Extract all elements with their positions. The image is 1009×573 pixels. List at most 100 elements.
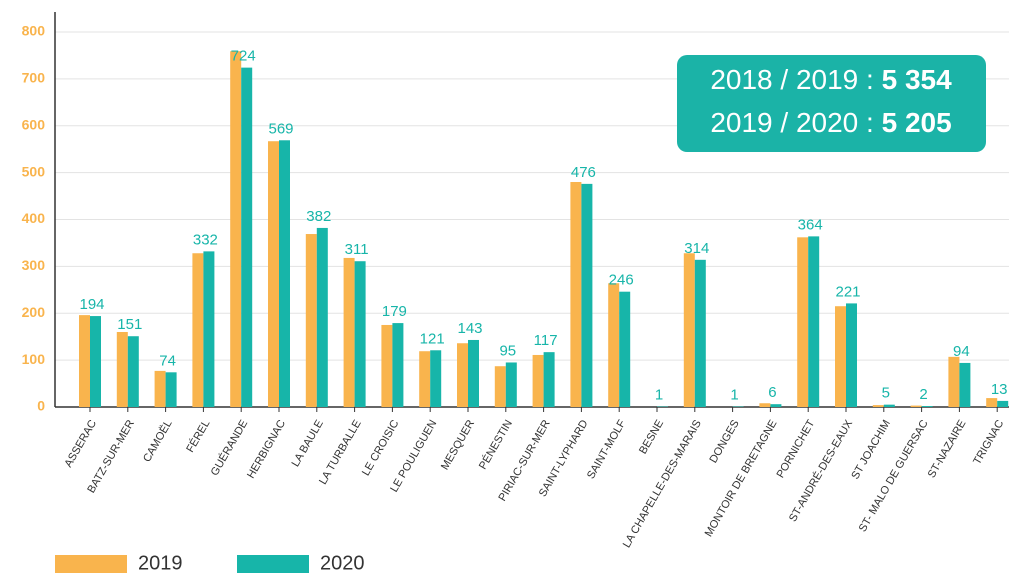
value-label: 194 <box>79 296 104 313</box>
x-tick-label: GUÉRANDE <box>208 417 250 477</box>
annotation-box <box>677 55 986 152</box>
x-tick-label: BESNE <box>637 418 666 456</box>
bar <box>230 51 242 407</box>
y-tick-label: 500 <box>22 163 46 179</box>
bar <box>581 183 593 407</box>
bar <box>192 253 204 407</box>
bar <box>268 141 279 407</box>
annotation: 2019 / 2020 : 5 205 <box>710 107 951 138</box>
value-label: 74 <box>159 352 176 369</box>
y-tick-label: 100 <box>22 351 46 367</box>
bar <box>279 140 290 407</box>
bar <box>608 283 620 407</box>
x-tick-label: FÉREL <box>184 417 213 454</box>
bar <box>797 237 809 407</box>
bar <box>457 343 468 407</box>
value-label: 121 <box>420 330 445 347</box>
x-tick-label: LA BAULE <box>290 418 326 469</box>
x-tick-label: SAINT-MOLF <box>585 418 629 481</box>
value-label: 724 <box>231 48 256 65</box>
value-label: 476 <box>571 164 596 181</box>
bar <box>79 315 90 407</box>
annotation-value: 5 205 <box>882 107 952 138</box>
bar <box>468 339 479 407</box>
bar <box>883 404 895 407</box>
value-label: 5 <box>882 385 890 402</box>
x-tick-label: LA TURBALLE <box>317 418 364 487</box>
x-tick-label: CAMOËL <box>141 418 175 464</box>
x-tick-label: MESQUER <box>439 418 477 472</box>
bar <box>381 324 393 407</box>
bar <box>165 372 177 407</box>
bar <box>532 354 544 407</box>
bar <box>430 350 442 407</box>
legend-label: 2019 <box>138 552 183 573</box>
bar <box>910 405 922 407</box>
value-label: 382 <box>306 208 331 225</box>
x-tick-label: MONTOIR DE BRETAGNE <box>703 418 780 539</box>
value-label: 569 <box>268 120 293 137</box>
bar <box>770 404 782 407</box>
value-label: 314 <box>684 240 709 257</box>
y-tick-label: 300 <box>22 257 46 273</box>
bar <box>90 316 101 407</box>
x-tick-label: PORNICHET <box>775 418 818 480</box>
bar <box>505 362 517 407</box>
value-label: 311 <box>345 241 369 258</box>
value-label: 1 <box>730 387 738 404</box>
x-tick-label: ST-ANDRÉ-DES-EAUX <box>786 417 855 524</box>
value-label: 179 <box>382 303 407 320</box>
bar <box>154 370 166 407</box>
bar <box>921 406 933 407</box>
bar <box>948 356 960 407</box>
value-label: 2 <box>919 386 927 403</box>
bar <box>872 405 884 407</box>
bar <box>241 67 253 407</box>
y-tick-label: 200 <box>22 304 46 320</box>
value-label: 94 <box>953 343 970 360</box>
value-label: 151 <box>117 316 142 333</box>
bar <box>835 306 846 407</box>
bar <box>392 323 404 407</box>
bar <box>683 253 695 407</box>
x-tick-label: ST- MALO DE GUERSAC <box>857 418 931 534</box>
bar <box>846 303 857 407</box>
x-tick-label: ST-NAZAIRE <box>926 418 969 480</box>
bar <box>808 236 820 407</box>
annotation: 2018 / 2019 : 5 354 <box>710 64 952 95</box>
value-label: 246 <box>609 272 634 289</box>
value-label: 117 <box>534 332 558 349</box>
bar <box>203 251 215 407</box>
value-label: 332 <box>193 231 218 248</box>
y-tick-label: 800 <box>22 23 46 39</box>
bar <box>316 227 328 407</box>
bar <box>305 234 317 407</box>
bar <box>759 403 771 407</box>
value-label: 13 <box>991 381 1008 398</box>
value-label: 364 <box>798 216 823 233</box>
legend-swatch <box>237 555 309 573</box>
value-label: 221 <box>835 283 860 300</box>
annotation-text: 2019 / 2020 : <box>710 107 873 138</box>
legend-label: 2020 <box>320 552 365 573</box>
bar <box>343 257 355 407</box>
x-tick-label: ST JOACHIM <box>849 418 893 482</box>
y-tick-label: 400 <box>22 210 46 226</box>
bar <box>116 332 128 407</box>
value-label: 143 <box>457 320 482 337</box>
value-label: 6 <box>768 384 776 401</box>
bar <box>997 400 1009 407</box>
bar <box>543 352 555 407</box>
x-tick-label: TRIGNAC <box>971 418 1006 467</box>
bar <box>570 182 582 407</box>
bar <box>959 362 971 407</box>
annotation-value: 5 354 <box>882 64 952 95</box>
legend-swatch <box>55 555 127 573</box>
bar <box>619 291 631 407</box>
x-tick-label: DONGES <box>707 418 741 465</box>
bar <box>986 398 998 407</box>
bar <box>694 259 706 407</box>
bar <box>494 366 506 407</box>
x-tick-label: ASSERAC <box>62 418 99 470</box>
x-tick-label: HERBIGNAC <box>245 418 288 481</box>
